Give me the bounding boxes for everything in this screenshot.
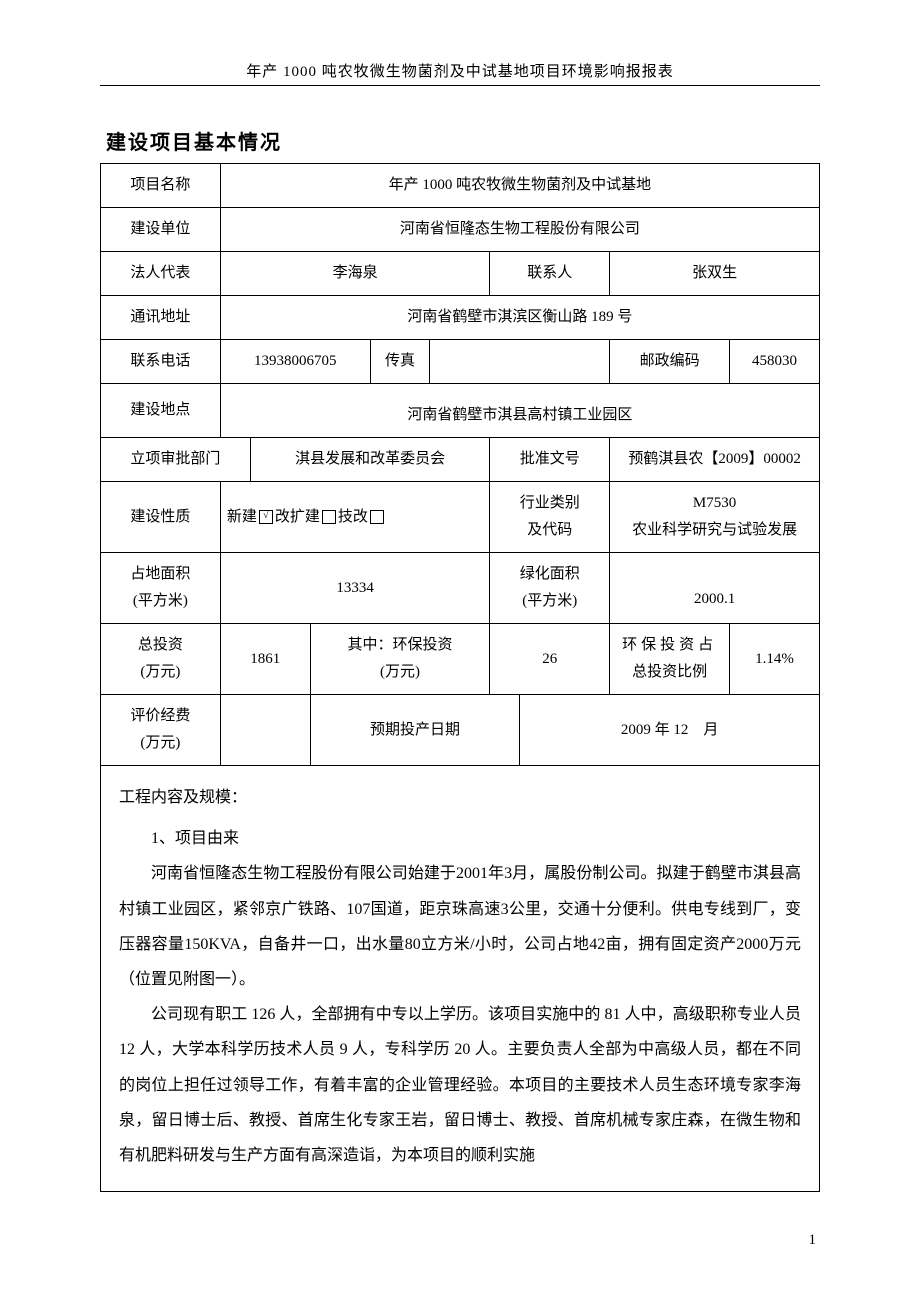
document-page: 年产 1000 吨农牧微生物菌剂及中试基地项目环境影响报报表 建设项目基本情况 …	[0, 0, 920, 1289]
label-expected-date: 预期投产日期	[310, 695, 520, 766]
value-postcode: 458030	[730, 340, 820, 384]
label-env-invest: 其中：环保投资(万元)	[310, 624, 490, 695]
page-header: 年产 1000 吨农牧微生物菌剂及中试基地项目环境影响报报表	[100, 60, 820, 86]
label-site: 建设地点	[101, 384, 221, 438]
label-construction-unit: 建设单位	[101, 208, 221, 252]
value-industry: M7530 农业科学研究与试验发展	[610, 482, 820, 553]
label-fax: 传真	[370, 340, 430, 384]
value-land-area: 13334	[220, 553, 490, 624]
table-row: 评价经费(万元) 预期投产日期 2009 年 12 月	[101, 695, 820, 766]
table-row: 占地面积(平方米) 13334 绿化面积(平方米) 2000.1	[101, 553, 820, 624]
value-construction-unit: 河南省恒隆态生物工程股份有限公司	[220, 208, 819, 252]
value-approval-no: 预鹤淇县农【2009】00002	[610, 438, 820, 482]
table-row: 立项审批部门 淇县发展和改革委员会 批准文号 预鹤淇县农【2009】00002	[101, 438, 820, 482]
table-row: 建设单位 河南省恒隆态生物工程股份有限公司	[101, 208, 820, 252]
value-phone: 13938006705	[220, 340, 370, 384]
value-legal-rep: 李海泉	[220, 252, 490, 296]
table-row: 建设地点 河南省鹤壁市淇县高村镇工业园区	[101, 384, 820, 438]
body-p2: 公司现有职工 126 人，全部拥有中专以上学历。该项目实施中的 81 人中，高级…	[119, 997, 801, 1173]
label-legal-rep: 法人代表	[101, 252, 221, 296]
label-approval-no: 批准文号	[490, 438, 610, 482]
checkbox-tech-icon	[370, 510, 384, 524]
value-expected-date: 2009 年 12 月	[520, 695, 820, 766]
value-project-name: 年产 1000 吨农牧微生物菌剂及中试基地	[220, 164, 819, 208]
checkbox-expand-icon	[322, 510, 336, 524]
body-sub1: 1、项目由来	[119, 821, 801, 856]
industry-name: 农业科学研究与试验发展	[632, 522, 797, 538]
value-fax	[430, 340, 610, 384]
industry-code: M7530	[693, 495, 736, 511]
label-nature: 建设性质	[101, 482, 221, 553]
value-address: 河南省鹤壁市淇滨区衡山路 189 号	[220, 296, 819, 340]
label-postcode: 邮政编码	[610, 340, 730, 384]
table-row: 联系电话 13938006705 传真 邮政编码 458030	[101, 340, 820, 384]
table-row: 项目名称 年产 1000 吨农牧微生物菌剂及中试基地	[101, 164, 820, 208]
label-green-area: 绿化面积(平方米)	[490, 553, 610, 624]
table-row: 总投资(万元) 1861 其中：环保投资(万元) 26 环保投资占总投资比例 1…	[101, 624, 820, 695]
value-site: 河南省鹤壁市淇县高村镇工业园区	[220, 384, 819, 438]
label-address: 通讯地址	[101, 296, 221, 340]
nature-expand-text: 改扩建	[275, 509, 320, 525]
label-project-name: 项目名称	[101, 164, 221, 208]
table-row: 建设性质 新建√改扩建 技改 行业类别及代码 M7530 农业科学研究与试验发展	[101, 482, 820, 553]
value-env-ratio: 1.14%	[730, 624, 820, 695]
value-nature: 新建√改扩建 技改	[220, 482, 490, 553]
label-eval-fee: 评价经费(万元)	[101, 695, 221, 766]
label-land-area: 占地面积(平方米)	[101, 553, 221, 624]
value-contact-person: 张双生	[610, 252, 820, 296]
section-title: 建设项目基本情况	[106, 126, 820, 155]
label-approval-dept: 立项审批部门	[101, 438, 251, 482]
project-info-table: 项目名称 年产 1000 吨农牧微生物菌剂及中试基地 建设单位 河南省恒隆态生物…	[100, 163, 820, 766]
label-phone: 联系电话	[101, 340, 221, 384]
table-row: 通讯地址 河南省鹤壁市淇滨区衡山路 189 号	[101, 296, 820, 340]
value-eval-fee	[220, 695, 310, 766]
nature-new-text: 新建	[227, 509, 257, 525]
body-content: 工程内容及规模： 1、项目由来 河南省恒隆态生物工程股份有限公司始建于2001年…	[100, 766, 820, 1192]
table-row: 法人代表 李海泉 联系人 张双生	[101, 252, 820, 296]
value-total-invest: 1861	[220, 624, 310, 695]
label-env-ratio: 环保投资占总投资比例	[610, 624, 730, 695]
value-green-area: 2000.1	[610, 553, 820, 624]
label-total-invest: 总投资(万元)	[101, 624, 221, 695]
label-industry: 行业类别及代码	[490, 482, 610, 553]
value-env-invest: 26	[490, 624, 610, 695]
body-p1: 河南省恒隆态生物工程股份有限公司始建于2001年3月，属股份制公司。拟建于鹤壁市…	[119, 856, 801, 997]
checkbox-new-icon: √	[259, 510, 273, 524]
nature-tech-text: 技改	[338, 509, 368, 525]
label-contact-person: 联系人	[490, 252, 610, 296]
page-number: 1	[100, 1232, 820, 1249]
body-heading: 工程内容及规模：	[119, 780, 801, 815]
value-approval-dept: 淇县发展和改革委员会	[250, 438, 490, 482]
